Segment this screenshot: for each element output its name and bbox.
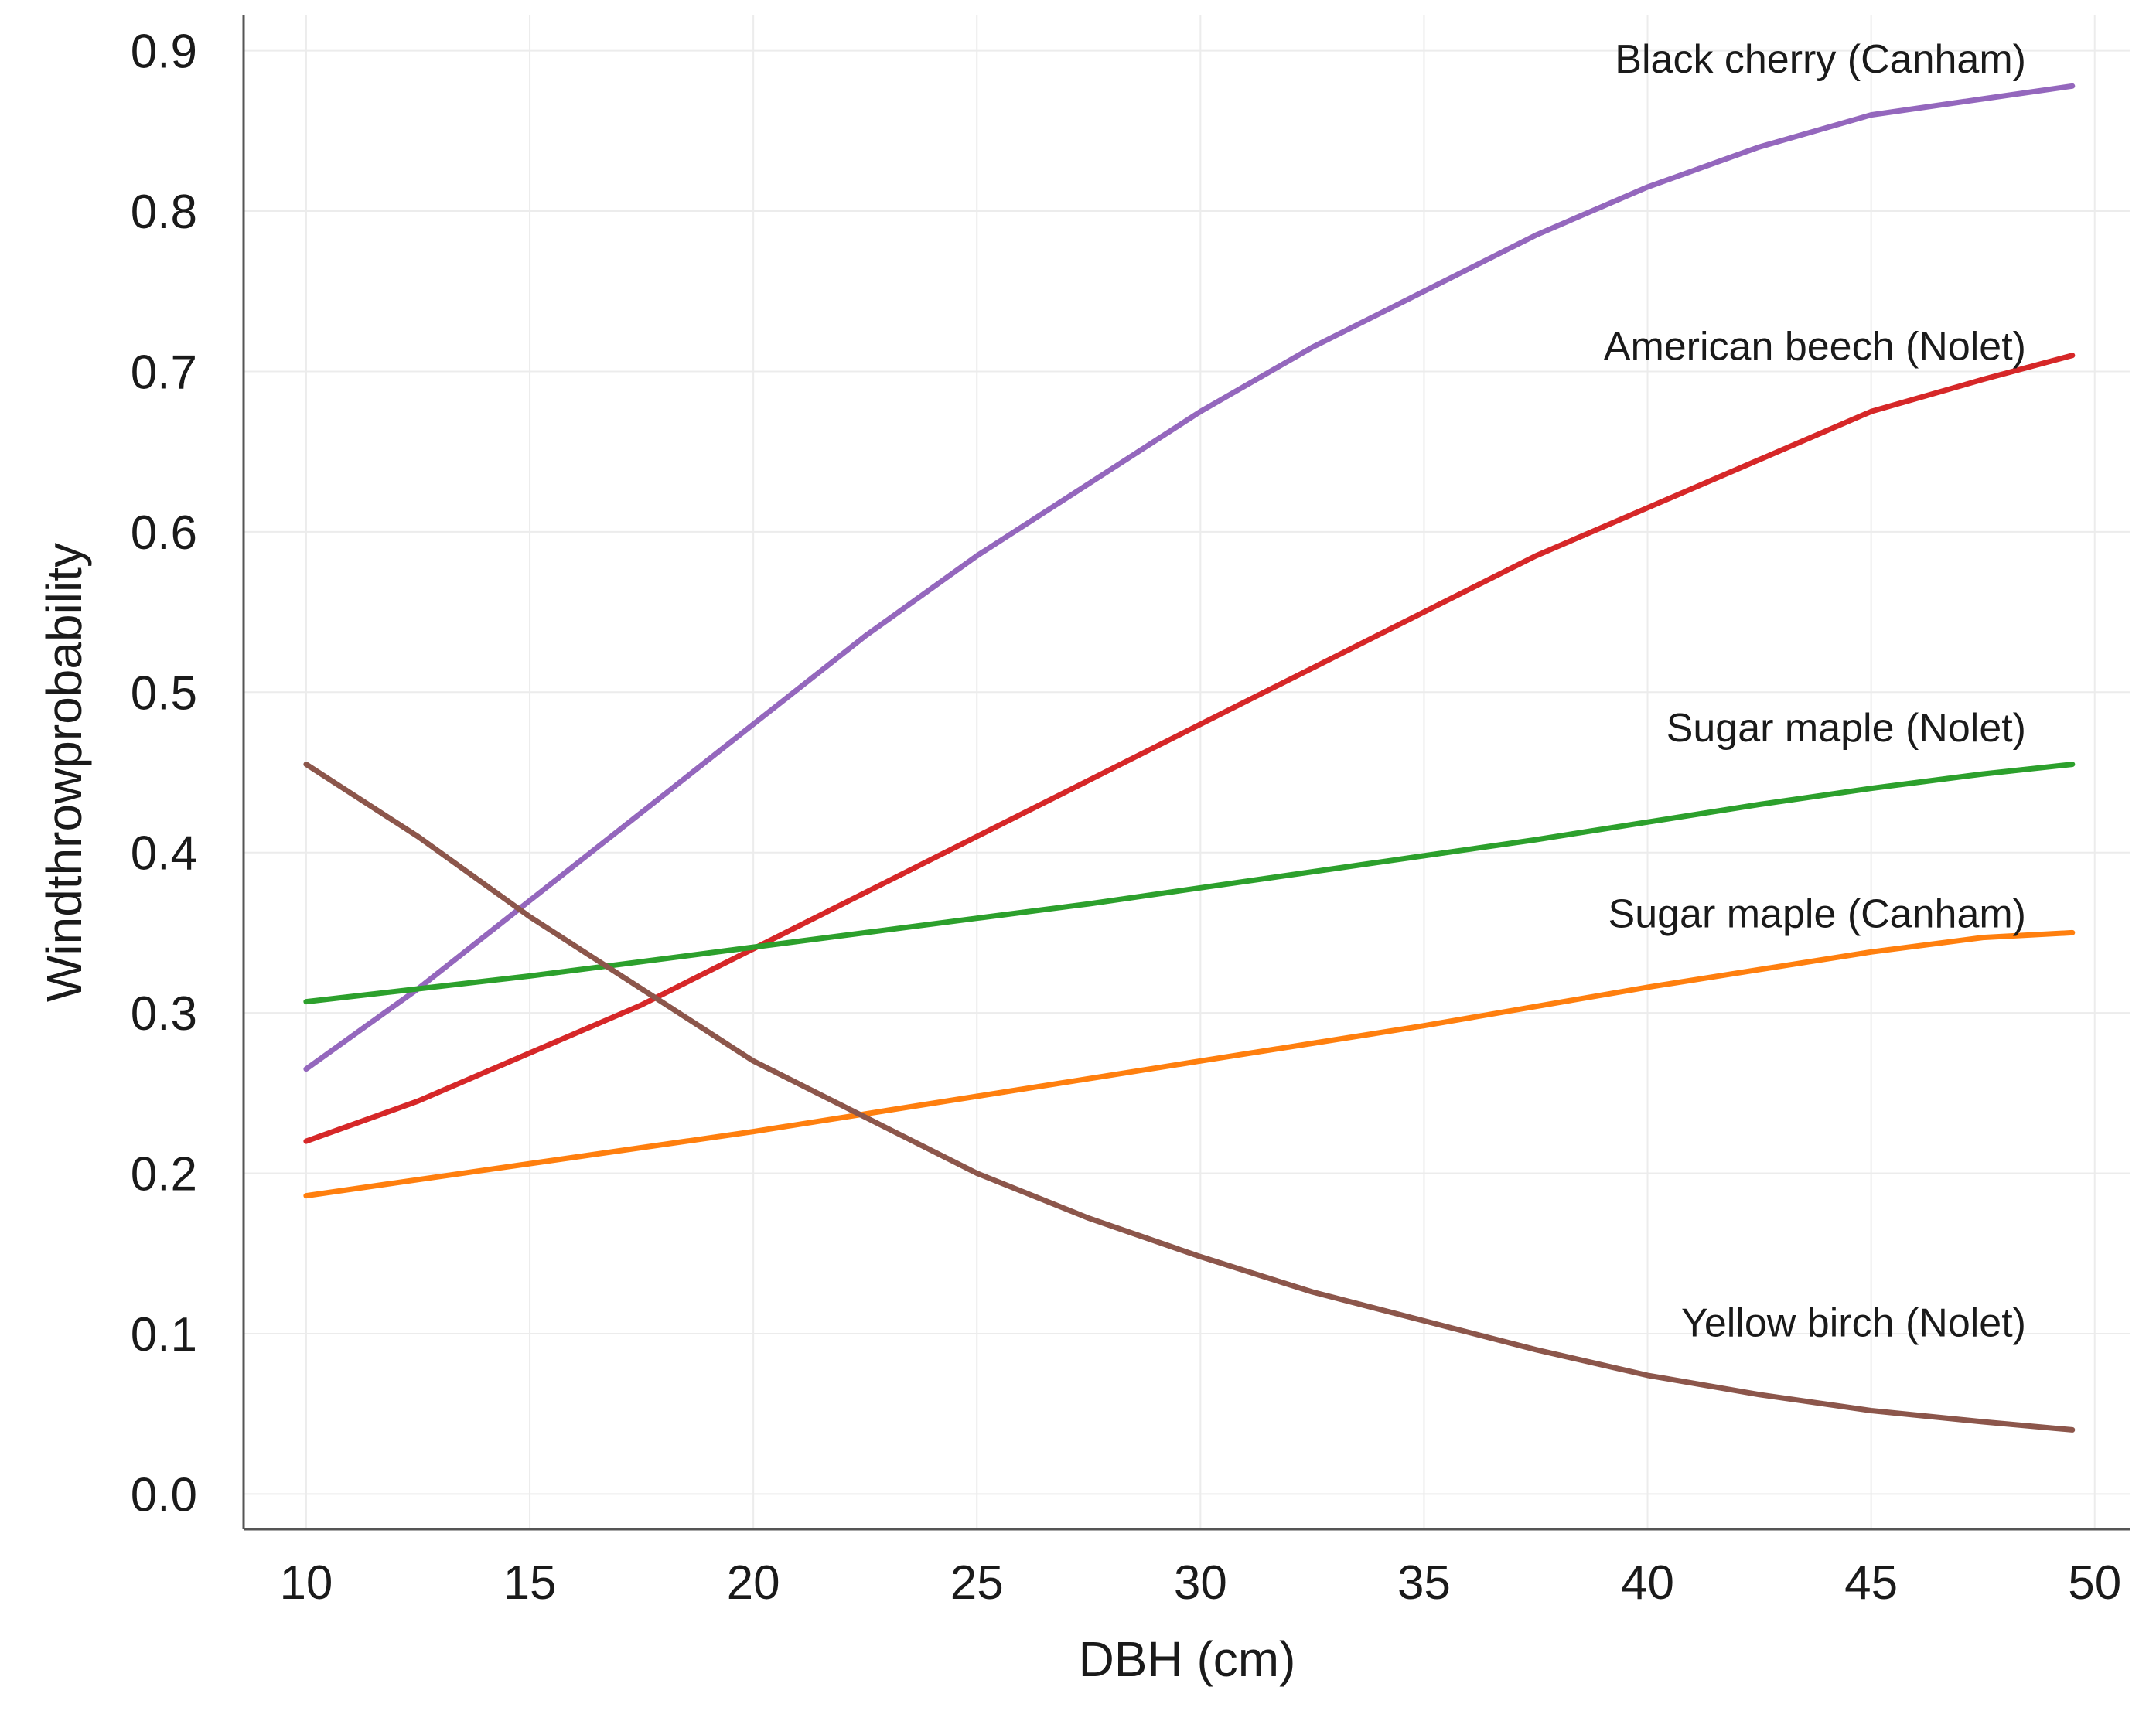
series-label: American beech (Nolet) [1604,324,2026,369]
series-lines [303,83,2076,1433]
y-tick-label: 0.5 [131,666,197,720]
series-label: Black cherry (Canham) [1615,37,2026,82]
y-tick-label: 0.8 [131,186,197,239]
x-axis-title: DBH (cm) [1079,1631,1296,1687]
x-tick-label: 40 [1621,1556,1674,1610]
x-tick-label: 10 [279,1556,333,1610]
tick-labels: 0.0 0.1 0.2 0.3 0.4 0.5 0.6 0.7 0.8 0.9 10 15 20 25 30… [131,26,2121,1610]
y-tick-label: 0.0 [131,1468,197,1522]
x-tick-label: 35 [1397,1556,1451,1610]
x-tick-label: 45 [1844,1556,1898,1610]
series-labels: Black cherry (Canham) American beech (Nol… [1604,37,2026,1345]
y-tick-label: 0.2 [131,1148,197,1201]
series-label: Yellow birch (Nolet) [1681,1300,2026,1345]
series-label: Sugar maple (Canham) [1608,892,2026,937]
x-tick-label: 25 [950,1556,1004,1610]
series-label: Sugar maple (Nolet) [1666,706,2026,751]
x-tick-label: 20 [727,1556,780,1610]
series-line [303,83,2076,1072]
x-tick-label: 15 [503,1556,557,1610]
y-axis-title: Windthrowprobability [36,543,92,1002]
series-line [303,929,2076,1199]
y-tick-label: 0.4 [131,827,197,881]
series-line [303,762,2076,1005]
y-tick-label: 0.7 [131,346,197,399]
axes [242,15,2130,1531]
y-tick-label: 0.1 [131,1308,197,1361]
series-line [303,353,2076,1144]
x-tick-label: 30 [1174,1556,1227,1610]
y-tick-label: 0.6 [131,506,197,560]
y-tick-label: 0.9 [131,26,197,79]
y-tick-label: 0.3 [131,987,197,1041]
x-tick-label: 50 [2068,1556,2121,1610]
series-line [303,762,2076,1433]
gridlines [244,15,2130,1529]
